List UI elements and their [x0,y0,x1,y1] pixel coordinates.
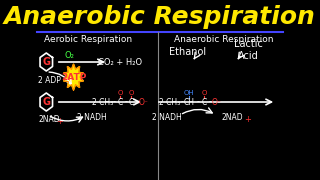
Text: -: - [209,98,212,107]
Text: 2 CH₃: 2 CH₃ [92,98,113,107]
Text: CO₂ + H₂O: CO₂ + H₂O [98,57,142,66]
Text: O: O [201,90,207,96]
Text: -: - [196,98,199,107]
Text: -: - [125,98,128,107]
Text: 2 CH₃: 2 CH₃ [159,98,180,107]
Text: Anaerobic Respiration: Anaerobic Respiration [174,35,274,44]
Text: +: + [245,114,252,123]
Text: CH: CH [183,98,194,107]
Text: -: - [136,98,139,107]
Text: C: C [117,98,123,107]
Text: C: C [129,98,134,107]
Text: 2 NADH: 2 NADH [152,112,181,122]
Text: O⁻: O⁻ [212,98,222,107]
Text: Lactic
Acid: Lactic Acid [234,39,262,61]
Text: O₂: O₂ [65,51,75,60]
Text: C: C [201,98,207,107]
Text: 2NAD: 2NAD [38,116,60,125]
Text: 2ATP: 2ATP [61,73,86,82]
Polygon shape [40,93,52,111]
Text: Anaerobic Respiration: Anaerobic Respiration [4,5,316,29]
Text: -: - [113,98,116,107]
Polygon shape [64,64,84,90]
Text: O⁻: O⁻ [139,98,149,107]
Text: 2NAD: 2NAD [221,112,243,122]
Text: Aerobic Respiration: Aerobic Respiration [44,35,132,44]
Text: Ethanol: Ethanol [170,47,207,57]
Polygon shape [40,53,52,71]
Text: O: O [129,90,134,96]
Text: 2 NADH: 2 NADH [77,112,107,122]
Text: G: G [42,57,50,67]
Text: -: - [180,98,183,107]
Text: +: + [56,118,63,127]
Text: G: G [42,97,50,107]
Text: OH: OH [183,90,194,96]
Text: O: O [117,90,123,96]
Text: 2 ADP: 2 ADP [38,75,61,84]
